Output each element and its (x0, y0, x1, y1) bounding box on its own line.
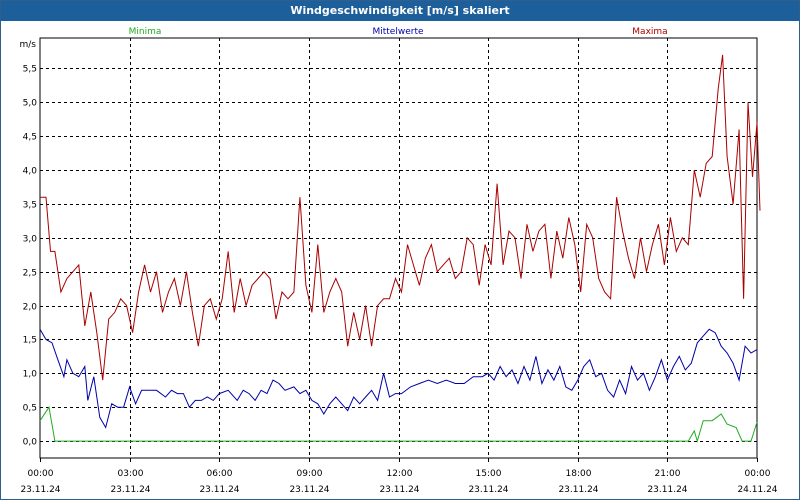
x-tick-time: 03:00 (118, 469, 144, 479)
y-tick-label: 5,0 (23, 99, 38, 109)
x-tick-time: 21:00 (655, 469, 681, 479)
x-tick-date: 23.11.24 (20, 485, 60, 495)
series-line-minima (39, 405, 758, 443)
y-tick-label: 2,5 (23, 269, 37, 279)
legend: Minima Mittelwerte Maxima (129, 27, 668, 37)
x-tick-time: 15:00 (476, 469, 502, 479)
x-tick-time: 06:00 (207, 469, 233, 479)
grid-lines (40, 38, 757, 458)
tick-labels: 0,0 0,5 1,0 1,5 2,0 2,5 3,0 3,5 4,0 4,5 5,0 5,5 m/s 0… (20, 40, 778, 495)
x-tick-time: 00:00 (745, 469, 771, 479)
x-tick-time: 09:00 (297, 469, 323, 479)
y-tick-label: 0,5 (23, 404, 37, 414)
y-tick-label: 3,5 (23, 201, 37, 211)
y-tick-label: 1,5 (23, 336, 37, 346)
legend-entry: Minima (129, 27, 162, 37)
legend-entry: Maxima (632, 27, 667, 37)
series-line-mittelwerte (39, 328, 758, 429)
x-tick-date: 24.11.24 (737, 485, 777, 495)
y-tick-label: 3,0 (23, 235, 38, 245)
x-tick-date: 23.11.24 (199, 485, 239, 495)
y-tick-label: 1,0 (23, 370, 38, 380)
chart-title: Windgeschwindigkeit [m/s] skaliert (1, 1, 799, 21)
x-tick-date: 23.11.24 (110, 485, 150, 495)
y-tick-label: 4,0 (23, 167, 38, 177)
x-tick-time: 00:00 (28, 469, 54, 479)
series-line-maxima (40, 54, 761, 381)
y-tick-label: 5,5 (23, 65, 37, 75)
plot-area-border (39, 37, 758, 459)
y-tick-label: 2,0 (23, 303, 38, 313)
y-tick-label: 4,5 (23, 133, 37, 143)
x-tick-time: 18:00 (566, 469, 592, 479)
x-tick-date: 23.11.24 (558, 485, 598, 495)
legend-entry: Mittelwerte (372, 27, 423, 37)
y-tick-label: 0,0 (23, 438, 38, 448)
x-tick-date: 23.11.24 (379, 485, 419, 495)
x-tick-date: 23.11.24 (468, 485, 508, 495)
y-axis-label: m/s (20, 40, 37, 50)
x-tick-time: 12:00 (387, 469, 413, 479)
axes (39, 37, 758, 462)
x-tick-date: 23.11.24 (289, 485, 329, 495)
x-tick-date: 23.11.24 (647, 485, 687, 495)
series-lines (39, 54, 761, 443)
